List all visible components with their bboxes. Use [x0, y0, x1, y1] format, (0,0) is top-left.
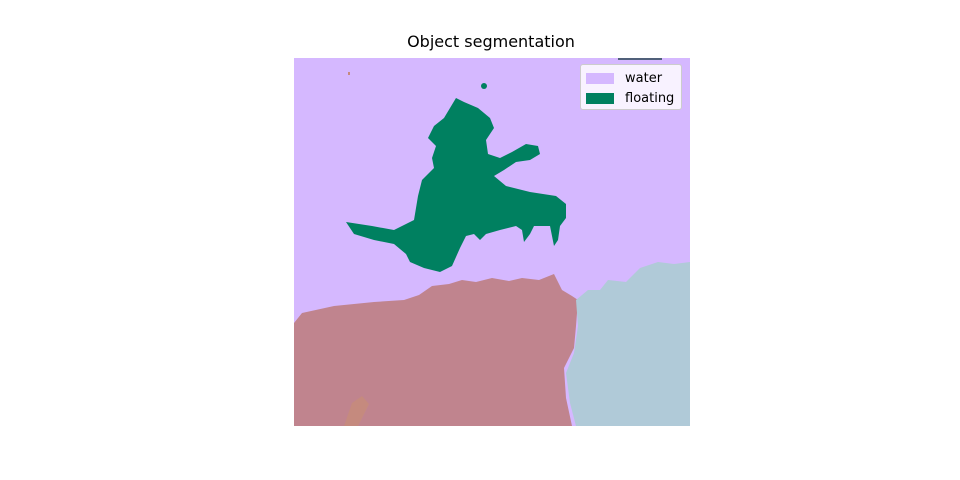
segmentation-mask-image [294, 58, 690, 426]
figure-title: Object segmentation [407, 32, 575, 51]
floating-object-region [346, 98, 566, 272]
small-patch-region [344, 396, 369, 426]
legend: water floating [580, 64, 682, 110]
legend-label-floating: floating [625, 90, 675, 106]
speck-region [348, 72, 350, 75]
top-strip-region [618, 58, 662, 60]
legend-swatch-floating [586, 92, 614, 104]
rock-region [294, 274, 578, 426]
legend-item-floating: floating [586, 88, 681, 108]
light-region [566, 262, 690, 426]
legend-label-water: water [625, 70, 663, 86]
floating-object-fragment [481, 83, 487, 89]
legend-item-water: water [586, 68, 681, 88]
legend-swatch-water [586, 72, 614, 84]
